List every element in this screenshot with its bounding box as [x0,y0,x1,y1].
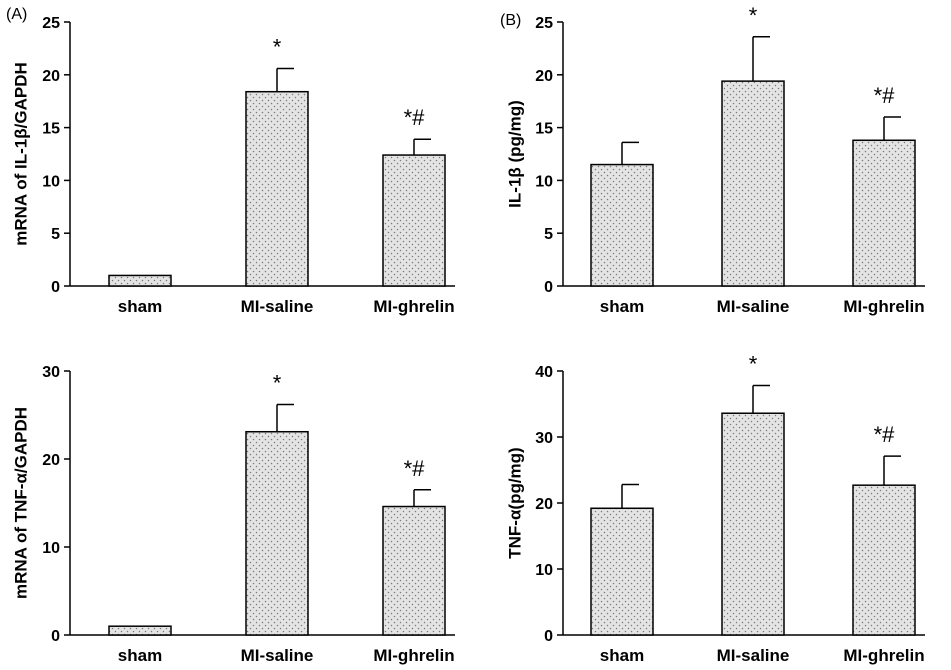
significance-marker: *# [874,83,896,108]
significance-marker: *# [404,105,426,130]
bar-mi-saline [721,80,785,287]
panel-label-a: (A) [6,6,28,23]
x-category-label: sham [600,297,644,316]
bar-mi-saline [721,412,785,636]
y-tick-label: 30 [535,430,553,447]
bar-sham [108,625,172,636]
x-category-label: MI-ghrelin [843,297,924,316]
significance-marker: * [749,3,758,28]
significance-marker: * [273,34,282,59]
y-tick-label: 10 [42,540,60,557]
y-tick-label: 15 [42,121,60,138]
y-tick-label: 30 [42,364,60,381]
bar-mi-ghrelin [852,484,916,636]
y-tick-label: 10 [535,562,553,579]
bar-sham [590,163,654,287]
y-tick-label: 5 [544,226,553,243]
bar-sham [590,507,654,636]
significance-marker: * [273,370,282,395]
bar-mi-ghrelin [382,154,446,287]
x-category-label: MI-saline [241,646,314,665]
y-tick-label: 20 [42,452,60,469]
y-axis-label: TNF-α(pg/mg) [505,447,524,558]
significance-marker: *# [874,422,896,447]
y-tick-label: 25 [42,15,60,32]
y-tick-label: 20 [535,68,553,85]
y-tick-label: 15 [535,121,553,138]
y-tick-label: 40 [535,364,553,381]
x-category-label: MI-saline [241,297,314,316]
chart-panel-4: 0 10 20 30 40 TNF-α(pg/mg) sham * MI-saline *# MI-… [505,352,925,665]
bar-mi-ghrelin [382,505,446,636]
x-category-label: sham [118,646,162,665]
chart-panel-3: 0 10 20 30 mRNA of TNF-α/GAPDH sham * MI-saline… [11,364,455,665]
y-axis-label: mRNA of IL-1β/GAPDH [11,62,30,246]
y-tick-label: 10 [42,173,60,190]
bar-sham [108,274,172,287]
bar-mi-saline [245,430,309,636]
chart-panel-2: 0 5 10 15 20 25 IL-1β (pg/mg) sham * MI-saline *# M… [505,3,925,316]
x-category-label: MI-saline [717,646,790,665]
x-category-label: MI-saline [717,297,790,316]
y-tick-label: 0 [544,628,553,645]
x-category-label: MI-ghrelin [373,297,454,316]
x-category-label: sham [600,646,644,665]
x-category-label: MI-ghrelin [843,646,924,665]
y-tick-label: 20 [535,496,553,513]
y-tick-label: 20 [42,68,60,85]
y-tick-label: 10 [535,173,553,190]
x-category-label: MI-ghrelin [373,646,454,665]
y-tick-label: 0 [51,279,60,296]
y-tick-label: 0 [51,628,60,645]
y-tick-label: 25 [535,15,553,32]
y-axis-label: mRNA of TNF-α/GAPDH [11,407,30,599]
x-category-label: sham [118,297,162,316]
y-axis-label: IL-1β (pg/mg) [505,100,524,208]
y-tick-label: 0 [544,279,553,296]
significance-marker: *# [404,456,426,481]
y-tick-label: 5 [51,226,60,243]
bar-mi-saline [245,90,309,287]
significance-marker: * [749,352,758,377]
bar-mi-ghrelin [852,139,916,287]
panel-label-b: (B) [500,12,522,29]
chart-panel-1: 0 5 10 15 20 25 mRNA of IL-1β/GAPDH sham * MI-sal… [11,15,455,316]
